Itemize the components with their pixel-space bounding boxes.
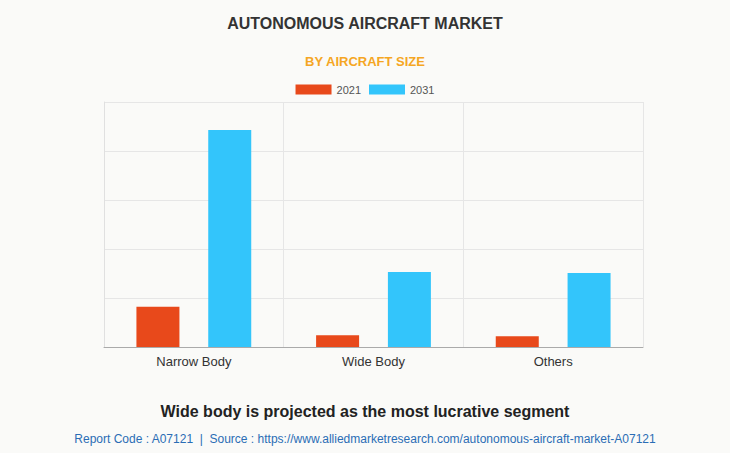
svg-text:BY AIRCRAFT SIZE: BY AIRCRAFT SIZE	[305, 54, 425, 69]
svg-text:Wide Body: Wide Body	[342, 354, 405, 369]
svg-text:2021: 2021	[337, 84, 361, 96]
svg-text:Others: Others	[534, 354, 574, 369]
svg-text:Report Code : A07121 | Sourc: Report Code : A07121 | Source : https://…	[74, 432, 656, 446]
svg-text:AUTONOMOUS AIRCRAFT MARKET: AUTONOMOUS AIRCRAFT MARKET	[227, 15, 503, 32]
svg-text:2031: 2031	[410, 84, 434, 96]
svg-text:Wide body is projected as the: Wide body is projected as the most lucra…	[161, 403, 571, 420]
svg-text:Narrow Body: Narrow Body	[156, 354, 232, 369]
